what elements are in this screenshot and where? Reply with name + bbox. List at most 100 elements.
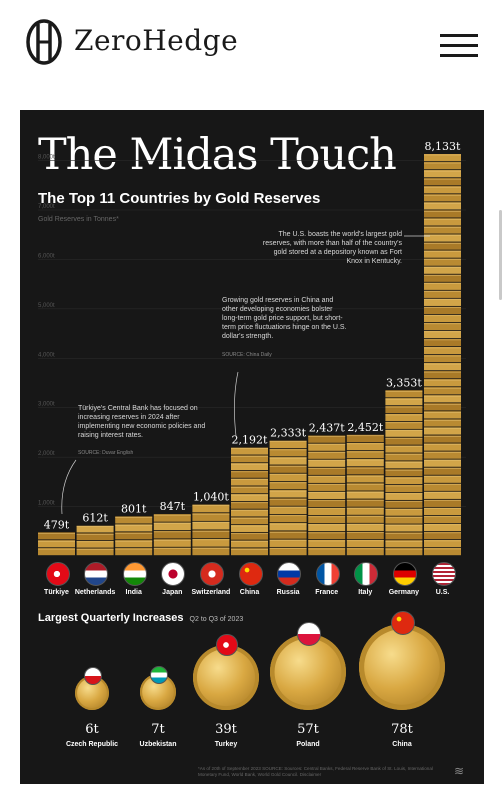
bar-value-label: 612t <box>82 512 108 525</box>
gold-bar-row <box>385 532 423 540</box>
gold-bar-row <box>385 492 423 500</box>
site-header: ZeroHedge <box>0 0 504 92</box>
gold-bar-row <box>153 522 191 531</box>
flag-u-s--icon <box>431 562 456 586</box>
gold-bar-row <box>424 282 461 290</box>
y-tick-label: 3,000t <box>38 402 55 408</box>
y-tick-label: 6,000t <box>38 253 55 259</box>
gold-bar-row <box>269 465 307 473</box>
gold-bar-row <box>385 461 423 469</box>
country-label: China <box>239 589 260 596</box>
coin-value-label: 57t <box>297 722 319 737</box>
gold-bar-row <box>424 491 461 499</box>
y-axis-label: Gold Reserves in Tonnes* <box>38 216 119 223</box>
quarterly-subtitle: Q2 to Q3 of 2023 <box>189 616 244 623</box>
gold-bar-row <box>424 531 461 540</box>
gold-bar-row <box>424 154 461 162</box>
site-brand[interactable]: ZeroHedge <box>74 24 239 57</box>
country-label: India <box>125 589 142 596</box>
bar-u-s- <box>424 154 461 556</box>
coin-flag-poland-icon <box>297 621 321 646</box>
gold-bar-row <box>231 478 268 486</box>
gold-bar-row <box>385 421 423 429</box>
gold-bar-row <box>192 513 230 521</box>
bar-india <box>115 516 153 556</box>
gold-bar-row <box>424 186 461 194</box>
gold-bar-row <box>308 451 346 459</box>
gold-bar-row <box>424 371 461 379</box>
y-tick-label: 4,000t <box>38 352 55 358</box>
gold-bar-row <box>231 540 268 548</box>
gold-bar-row <box>308 467 346 475</box>
flag-germany-icon <box>392 562 417 586</box>
pointer-turkiye <box>61 459 77 515</box>
gold-bar-row <box>424 427 461 435</box>
bar-t-rkiye <box>38 532 75 556</box>
coin-country-label: Poland <box>296 741 320 748</box>
gold-bar-row <box>192 521 230 530</box>
coin-flag-uzbekistan-icon <box>150 665 168 684</box>
flag-switzerland-icon <box>199 562 224 586</box>
bar-germany <box>385 390 423 556</box>
zerohedge-logo-icon[interactable] <box>24 18 64 66</box>
gold-bar-row <box>76 540 114 548</box>
gold-bar-row <box>153 547 191 556</box>
gold-bar-row <box>424 467 461 475</box>
y-tick-label: 8,000t <box>38 155 55 161</box>
gold-bar-row <box>385 390 423 398</box>
bar-netherlands <box>76 525 114 556</box>
country-label: Netherlands <box>74 589 116 596</box>
gold-bar-row <box>424 411 461 419</box>
gold-bar-row <box>231 447 268 455</box>
hamburger-menu-icon[interactable] <box>440 34 478 58</box>
gold-bar-row <box>424 274 461 282</box>
gold-bar-row <box>38 532 75 540</box>
gold-bar-row <box>346 442 384 451</box>
gold-bar-row <box>385 398 423 406</box>
gold-bar-row <box>346 467 384 475</box>
gold-bar-row <box>231 501 268 509</box>
flag-japan-icon <box>161 562 186 586</box>
gold-bar-row <box>269 547 307 556</box>
country-label: France <box>315 589 339 596</box>
gold-bar-row <box>385 429 423 437</box>
flag-russia-icon <box>277 562 302 586</box>
gold-bar-row <box>424 355 461 363</box>
gold-bar-row <box>424 218 461 226</box>
page-scrollbar[interactable] <box>499 210 502 300</box>
y-tick-label: 7,000t <box>38 204 55 210</box>
gold-bar-row <box>385 516 423 524</box>
coin-value-label: 6t <box>85 722 99 737</box>
gold-bar-row <box>269 473 307 482</box>
gold-bar-row <box>231 509 268 517</box>
gold-bar-row <box>424 547 461 556</box>
gold-bar-row <box>346 459 384 467</box>
gold-bar-row <box>231 486 268 494</box>
gold-bar-row <box>76 533 114 541</box>
gold-bar-row <box>269 490 307 498</box>
gold-bar-row <box>346 523 384 531</box>
gold-bar-row <box>385 524 423 532</box>
gold-bar-row <box>424 403 461 411</box>
gold-bar-row <box>269 498 307 506</box>
gold-bar-row <box>424 210 461 218</box>
gold-coin-turkey-icon <box>193 644 259 710</box>
gold-bar-row <box>424 459 461 467</box>
gold-bar-row <box>424 419 461 427</box>
infographic-title: The Midas Touch <box>38 130 397 180</box>
gold-bar-row <box>346 547 384 556</box>
quarterly-title: Largest Quarterly Increases <box>38 612 184 624</box>
gold-bar-row <box>346 507 384 515</box>
infographic-subtitle: The Top 11 Countries by Gold Reserves <box>38 190 321 207</box>
gold-bar-row <box>192 547 230 556</box>
gold-bar-row <box>192 504 230 513</box>
y-tick-label: 1,000t <box>38 501 55 507</box>
gold-bar-row <box>346 531 384 540</box>
coin-flag-china-icon <box>391 611 415 636</box>
gold-bar-row <box>424 298 461 306</box>
gold-bar-row <box>424 539 461 548</box>
gold-bar-row <box>424 250 461 258</box>
gold-bar-row <box>231 494 268 502</box>
gold-bar-row <box>231 532 268 540</box>
gold-bar-row <box>269 440 307 449</box>
